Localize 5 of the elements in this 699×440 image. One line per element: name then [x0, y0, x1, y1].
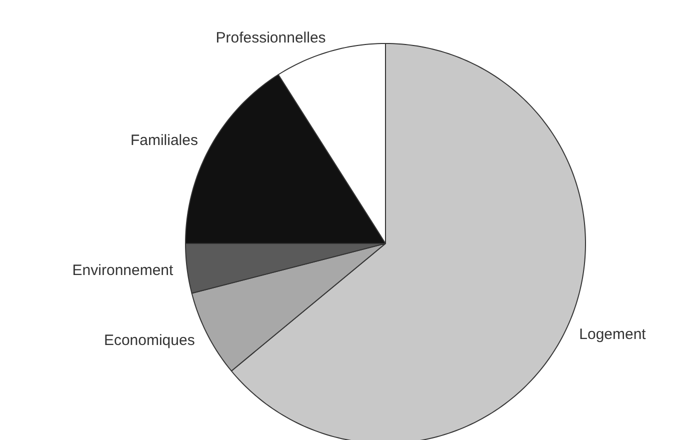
- slice-label: Professionnelles: [216, 29, 326, 46]
- slice-label: Familiales: [130, 132, 198, 149]
- slice-label: Environnement: [72, 262, 174, 279]
- slice-label: Economiques: [104, 332, 195, 350]
- slice-label: Logement: [579, 326, 647, 344]
